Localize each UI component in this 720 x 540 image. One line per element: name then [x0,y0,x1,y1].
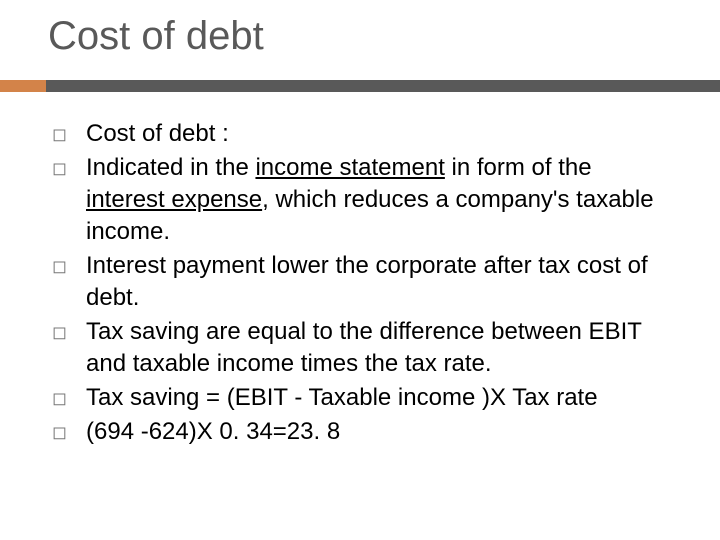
bullet-marker-icon: ◻ [50,316,86,348]
slide-title: Cost of debt [48,14,264,59]
bullet-item: ◻Indicated in the income statement in fo… [50,152,670,248]
slide: Cost of debt ◻Cost of debt :◻Indicated i… [0,0,720,540]
title-rule [0,80,720,92]
bullet-marker-icon: ◻ [50,152,86,184]
bullet-marker-icon: ◻ [50,382,86,414]
bullet-item: ◻ (694 -624)X 0. 34=23. 8 [50,416,670,448]
bullet-marker-icon: ◻ [50,416,86,448]
bullet-item: ◻Interest payment lower the corporate af… [50,250,670,314]
bullet-text: Interest payment lower the corporate aft… [86,250,670,314]
bullet-text: Indicated in the income statement in for… [86,152,670,248]
bullet-text: Tax saving = (EBIT - Taxable income )X T… [86,382,670,414]
bullet-text: Tax saving are equal to the difference b… [86,316,670,380]
slide-body: ◻Cost of debt :◻Indicated in the income … [50,118,670,450]
bullet-text: (694 -624)X 0. 34=23. 8 [86,416,670,448]
title-rule-line [46,80,720,92]
bullet-marker-icon: ◻ [50,118,86,150]
bullet-marker-icon: ◻ [50,250,86,282]
bullet-text: Cost of debt : [86,118,670,150]
bullet-item: ◻Tax saving are equal to the difference … [50,316,670,380]
bullet-item: ◻Tax saving = (EBIT - Taxable income )X … [50,382,670,414]
bullet-item: ◻Cost of debt : [50,118,670,150]
title-rule-accent [0,80,46,92]
